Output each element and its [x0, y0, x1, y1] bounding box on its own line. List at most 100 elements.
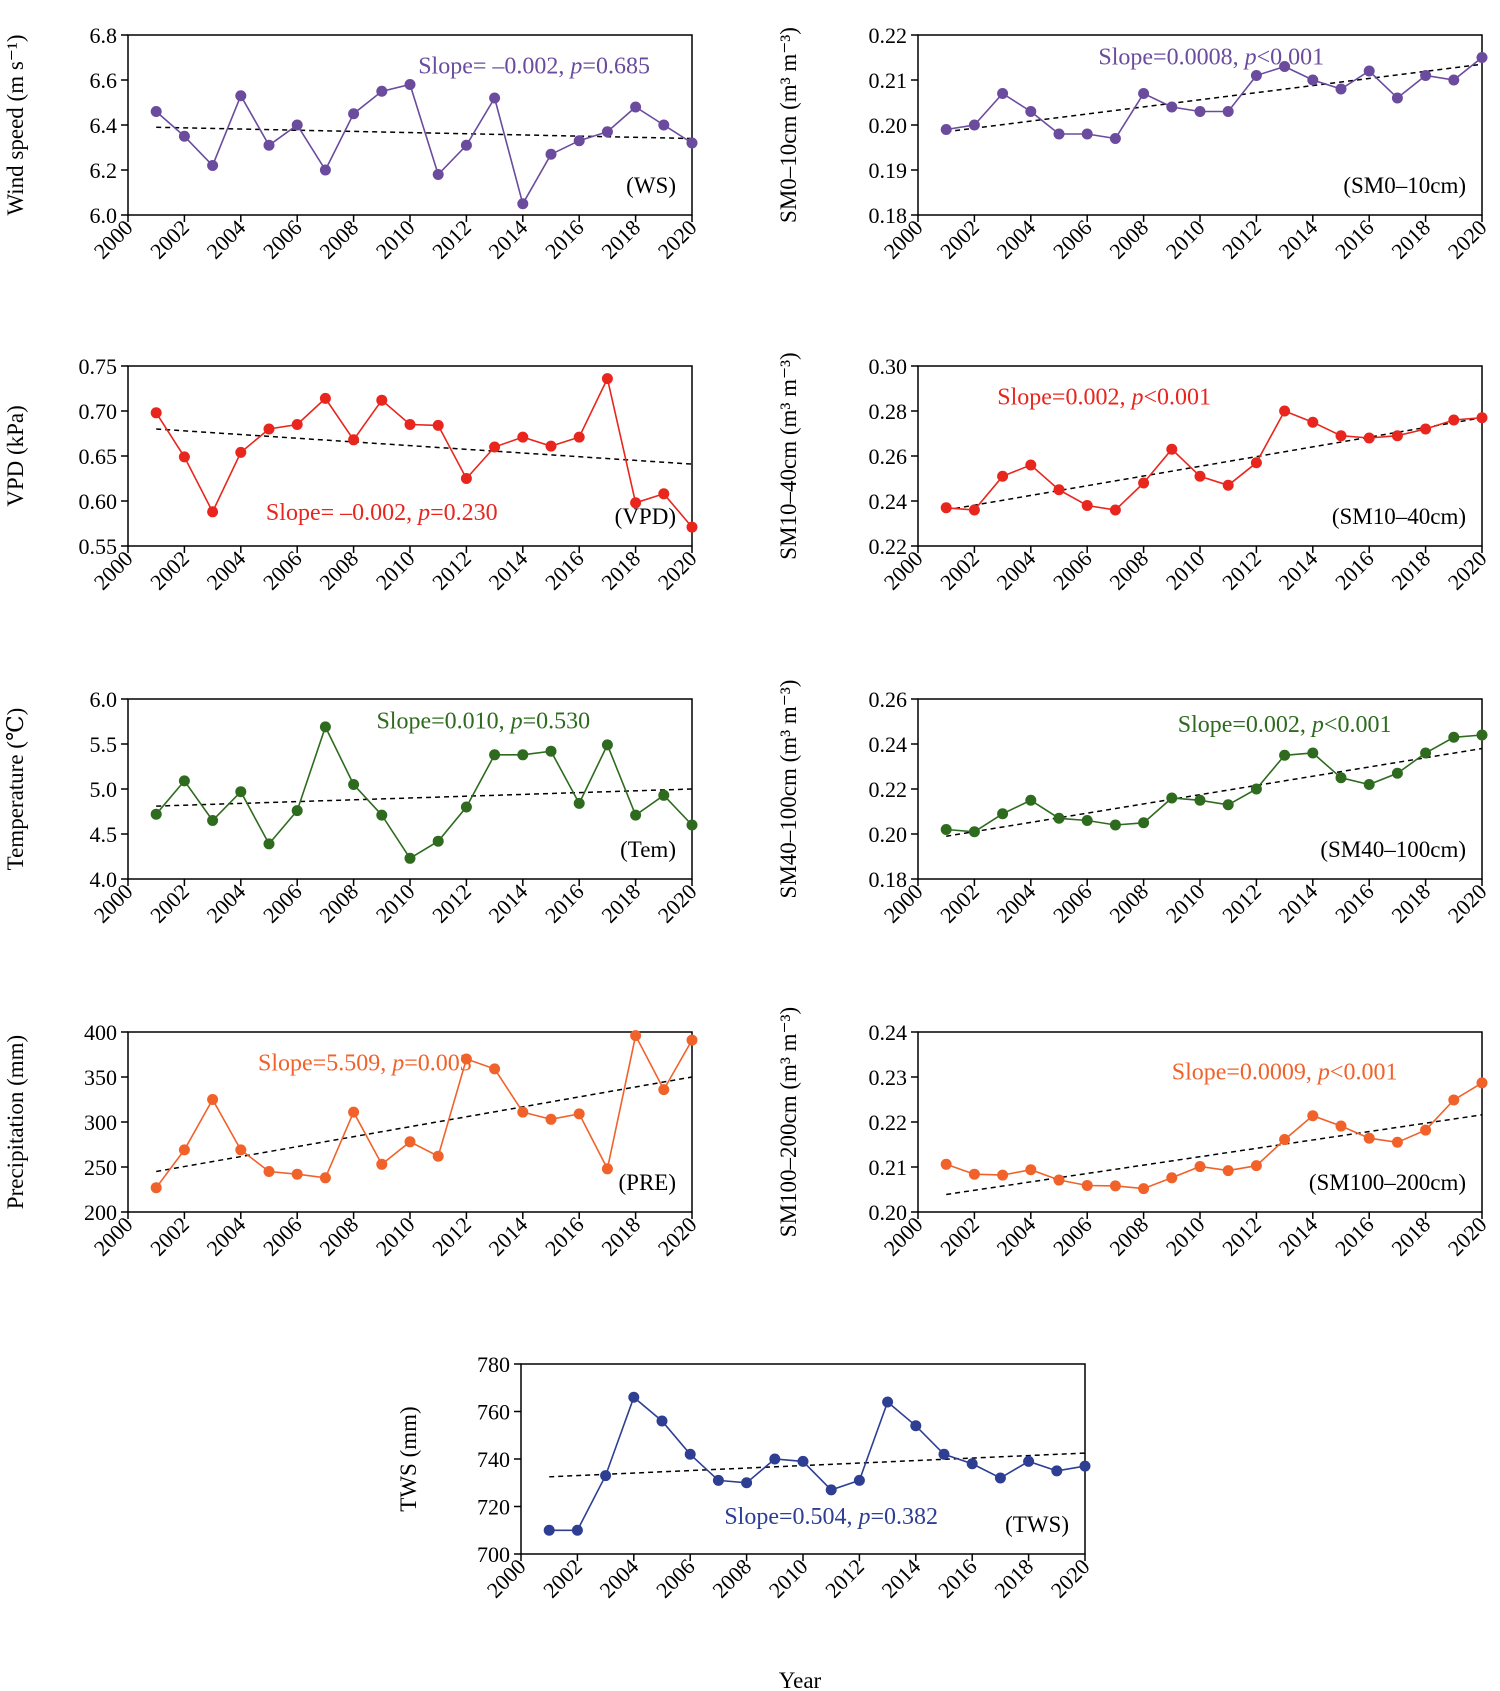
data-point [235, 1144, 247, 1156]
y-tick-label: 0.23 [869, 1065, 908, 1090]
data-point [404, 852, 416, 864]
x-tick-label: 2006 [651, 1554, 700, 1603]
data-point [1420, 747, 1432, 759]
x-tick-label: 2006 [1048, 879, 1097, 928]
x-tick-label: 2010 [371, 215, 420, 264]
data-point [545, 745, 557, 757]
x-tick-label: 2012 [427, 879, 476, 928]
data-point [489, 441, 501, 453]
y-tick-label: 6.2 [90, 158, 118, 183]
y-tick-label: 0.24 [869, 1020, 908, 1045]
x-tick-label: 2002 [538, 1554, 587, 1603]
x-tick-label: 2016 [1330, 546, 1379, 595]
slope-annotation: Slope=0.002, p<0.001 [997, 385, 1211, 411]
data-point [1391, 92, 1403, 104]
data-point [997, 88, 1009, 99]
data-point [997, 808, 1009, 820]
y-axis-title: Precipitation (mm) [3, 1035, 28, 1209]
data-point [1250, 1160, 1262, 1172]
data-point [348, 434, 360, 446]
data-point [1194, 794, 1206, 806]
data-point [769, 1453, 781, 1465]
trend-line [549, 1452, 1086, 1478]
panel-tag: (SM0–10cm) [1343, 173, 1466, 198]
x-tick-label: 2008 [314, 879, 363, 928]
y-tick-label: 300 [84, 1110, 117, 1135]
data-point [1335, 83, 1347, 95]
data-point [1166, 792, 1178, 804]
data-point [1476, 412, 1488, 424]
data-point [1448, 414, 1460, 426]
data-point [1363, 779, 1375, 790]
data-point [968, 119, 980, 131]
x-tick-label: 2008 [707, 1554, 756, 1603]
data-point [432, 835, 444, 847]
data-point [630, 1030, 642, 1042]
series-line [946, 734, 1483, 833]
data-point [1053, 812, 1065, 824]
data-point [1194, 106, 1206, 117]
x-tick-label: 2020 [1046, 1554, 1095, 1603]
y-tick-label: 0.24 [869, 489, 908, 514]
x-tick-label: 2010 [1161, 1212, 1210, 1261]
data-point [460, 139, 472, 151]
p-symbol: p [1243, 45, 1257, 71]
data-point [489, 749, 501, 761]
data-point [404, 79, 416, 90]
data-point [966, 1458, 978, 1470]
x-tick-label: 2018 [596, 879, 645, 928]
y-tick-label: 4.0 [90, 867, 118, 892]
x-tick-label: 2016 [540, 546, 589, 595]
data-point [263, 838, 275, 850]
data-point [940, 124, 952, 135]
data-point [1476, 1077, 1488, 1089]
x-tick-label: 2002 [935, 879, 984, 928]
data-point [1109, 1180, 1121, 1192]
data-point [853, 1474, 865, 1486]
data-point [1222, 1165, 1234, 1177]
data-point [489, 92, 501, 104]
y-tick-label: 6.0 [90, 687, 118, 712]
x-tick-label: 2020 [653, 879, 702, 928]
data-point [1279, 749, 1291, 761]
x-tick-label: 2004 [202, 879, 251, 928]
data-point [573, 431, 585, 443]
x-tick-label: 2012 [1217, 879, 1266, 928]
x-tick-label: 2016 [1330, 879, 1379, 928]
p-value: <0.001 [1324, 712, 1392, 738]
data-point [1081, 1179, 1093, 1191]
y-tick-label: 0.18 [869, 203, 908, 228]
panel-tag: (WS) [626, 173, 676, 198]
data-point [940, 1158, 952, 1170]
data-point [1448, 74, 1460, 86]
x-tick-label: 2014 [484, 879, 533, 928]
x-tick-label: 2012 [820, 1554, 869, 1603]
data-point [348, 779, 360, 790]
series-line [155, 83, 693, 206]
data-point [1363, 432, 1375, 444]
data-point [997, 470, 1009, 482]
x-tick-label: 2020 [653, 215, 702, 264]
data-point [1166, 443, 1178, 455]
y-axis-title: SM0–10cm (m³ m⁻³) [776, 27, 801, 223]
x-tick-label: 2020 [1443, 215, 1492, 264]
x-tick-label: 2002 [935, 546, 984, 595]
x-tick-label: 2014 [1274, 1212, 1323, 1261]
p-symbol: p [390, 1051, 404, 1077]
data-point [1025, 794, 1037, 806]
slope-annotation: Slope=0.504, p=0.382 [724, 1504, 938, 1530]
x-tick-label: 2020 [1443, 1212, 1492, 1261]
x-tick-label: 2020 [1443, 546, 1492, 595]
data-point [235, 786, 247, 798]
data-point [207, 506, 219, 518]
data-point [684, 1448, 696, 1460]
data-point [1420, 1124, 1432, 1136]
data-point [1391, 1136, 1403, 1148]
data-point [940, 824, 952, 835]
y-tick-label: 4.5 [90, 822, 118, 847]
x-tick-label: 2002 [145, 1212, 194, 1261]
x-tick-label: 2004 [202, 215, 251, 264]
p-value: <0.001 [1330, 1060, 1398, 1086]
